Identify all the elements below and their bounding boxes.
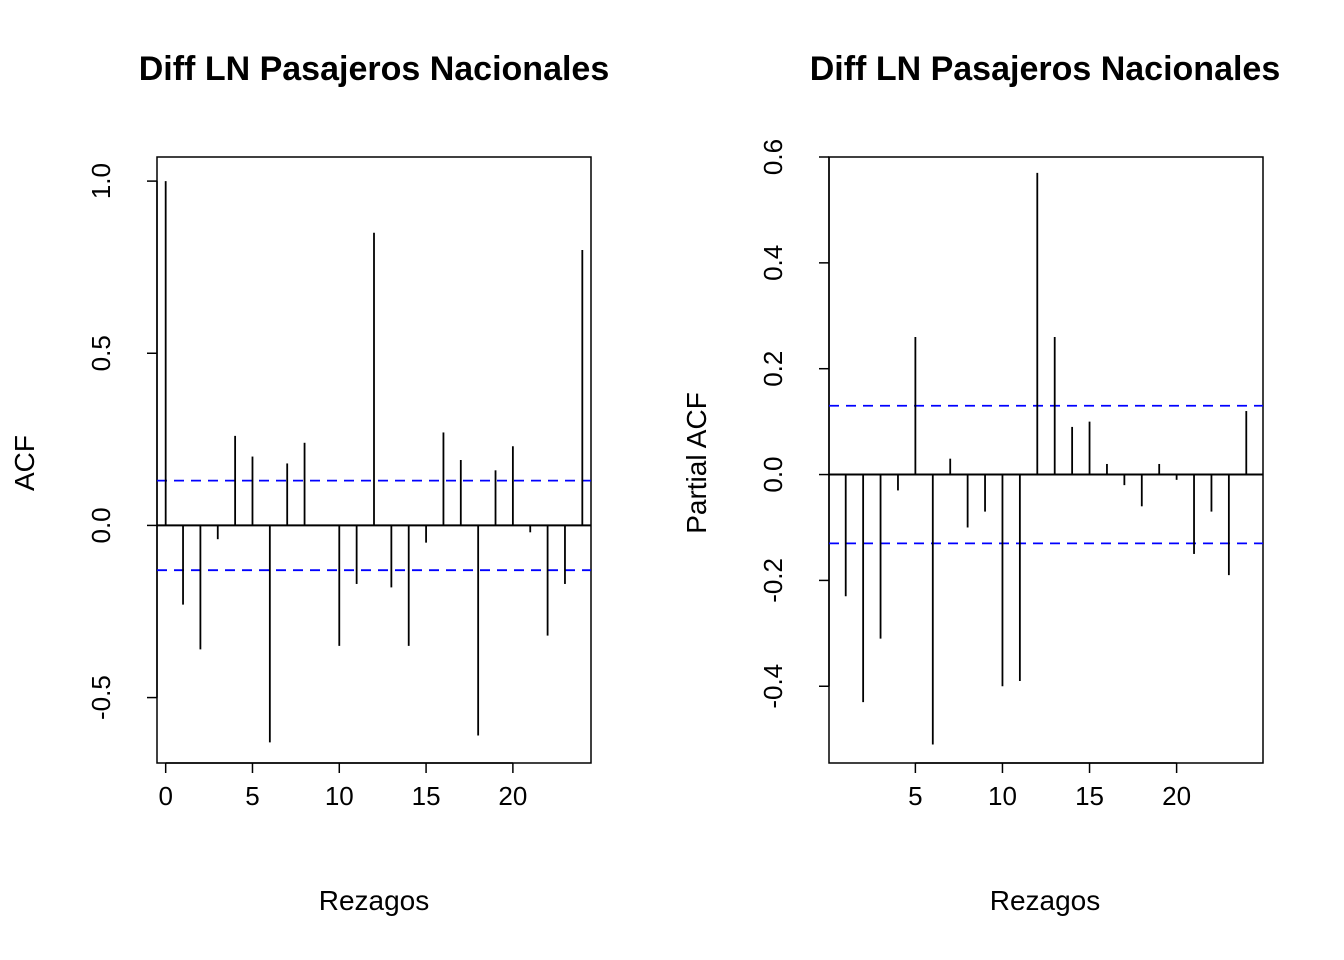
pacf-y-tick-label: 0.6 [758,139,788,175]
acf-x-tick-label: 20 [498,781,527,811]
pacf-x-tick-label: 20 [1162,781,1191,811]
pacf-x-axis-label: Rezagos [990,885,1101,916]
pacf-marks [829,172,1263,745]
acf-x-tick-label: 0 [158,781,172,811]
pacf-y-tick-label: 0.0 [758,456,788,492]
pacf-chart-title: Diff LN Pasajeros Nacionales [810,50,1281,88]
acf-panel: Diff LN Pasajeros Nacionales Rezagos ACF… [9,50,609,916]
acf-y-tick-label: -0.5 [86,675,116,720]
pacf-y-tick-label: -0.4 [758,664,788,709]
pacf-y-tick-label: 0.4 [758,245,788,281]
pacf-y-tick-label: -0.2 [758,558,788,603]
pacf-x-ticks: 5 10 15 20 [908,762,1191,811]
acf-x-tick-label: 15 [412,781,441,811]
pacf-plot-frame [828,156,1264,764]
acf-x-tick-label: 5 [245,781,259,811]
pacf-y-tick-label: 0.2 [758,351,788,387]
pacf-y-ticks: -0.4 -0.2 0.0 0.2 0.4 0.6 [758,139,830,709]
pacf-y-axis-label: Partial ACF [681,392,712,534]
acf-x-axis-label: Rezagos [319,885,430,916]
acf-x-tick-label: 10 [325,781,354,811]
pacf-x-tick-label: 5 [908,781,922,811]
acf-chart-title: Diff LN Pasajeros Nacionales [139,50,610,88]
acf-y-tick-label: 0.0 [86,507,116,543]
pacf-panel: Diff LN Pasajeros Nacionales Rezagos Par… [681,50,1280,916]
acf-y-ticks: -0.5 0.0 0.5 1.0 [86,163,158,720]
acf-y-axis-label: ACF [9,435,40,491]
acf-marks [157,181,591,743]
acf-y-tick-label: 1.0 [86,163,116,199]
acf-y-tick-label: 0.5 [86,335,116,371]
pacf-x-tick-label: 15 [1075,781,1104,811]
pacf-x-tick-label: 10 [988,781,1017,811]
acf-x-ticks: 0 5 10 15 20 [158,762,527,811]
